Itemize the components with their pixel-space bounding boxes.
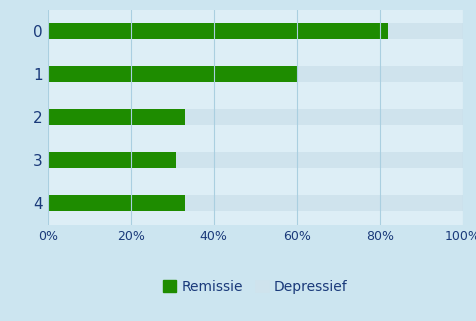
Bar [48, 152, 176, 168]
Bar [48, 53, 462, 96]
Bar [184, 109, 462, 125]
Bar [48, 66, 296, 82]
Bar [48, 109, 184, 125]
Bar [184, 195, 462, 211]
Bar [296, 66, 462, 82]
Bar [48, 23, 387, 39]
Bar [48, 182, 462, 225]
Legend: Remissie, Depressief: Remissie, Depressief [157, 274, 353, 299]
Bar [48, 96, 462, 139]
Bar [176, 152, 462, 168]
Bar [48, 139, 462, 182]
Bar [48, 195, 184, 211]
Bar [387, 23, 462, 39]
Bar [48, 10, 462, 53]
